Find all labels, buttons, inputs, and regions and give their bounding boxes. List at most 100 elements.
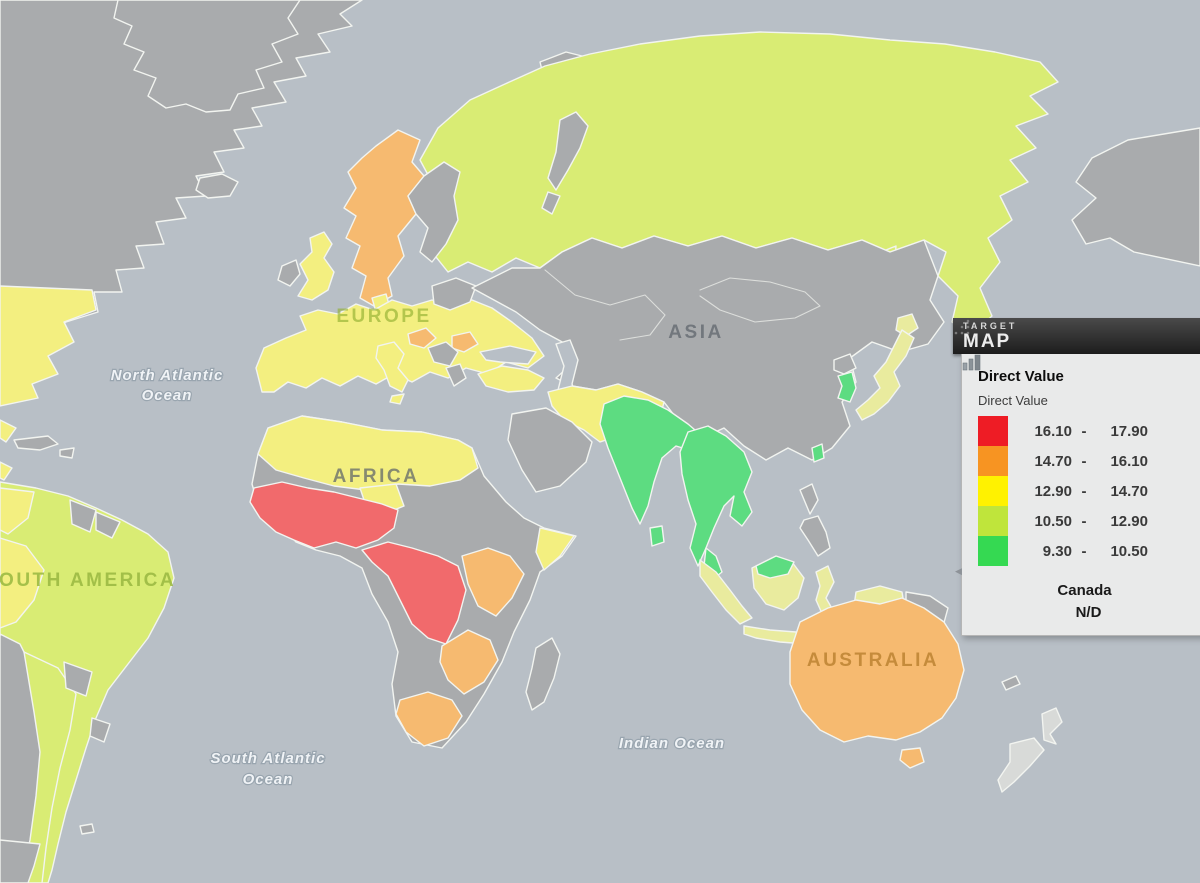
region-central-europe[interactable] [407, 327, 437, 349]
region-uk[interactable] [297, 231, 335, 301]
region-west-africa[interactable] [249, 481, 399, 549]
legend-range-dash: - [1081, 452, 1087, 470]
border-kazakhstan [544, 269, 666, 341]
region-sicily[interactable] [389, 393, 405, 405]
collapse-arrow-icon[interactable]: ◀ [955, 566, 962, 576]
region-sri-lanka[interactable] [649, 525, 665, 547]
legend-row: 16.10- 17.90 [978, 416, 1199, 446]
hover-country-value: N/D [1075, 604, 1102, 621]
region-southeast-africa[interactable] [439, 629, 499, 695]
border-mongolia [699, 277, 821, 323]
label-south-atlantic: South Atlantic [210, 750, 325, 767]
region-patagonia[interactable] [0, 839, 41, 883]
region-india[interactable] [599, 395, 703, 525]
region-argentina[interactable] [19, 651, 77, 883]
label-africa: AFRICA [333, 466, 420, 487]
label-north-atlantic-2: Ocean [142, 387, 193, 404]
region-guyana[interactable] [69, 499, 97, 533]
panel-header[interactable]: TARGET MAP [953, 318, 1200, 354]
region-uruguay[interactable] [89, 717, 111, 743]
region-balkans[interactable] [427, 341, 459, 367]
region-somalia[interactable] [535, 527, 575, 571]
region-taiwan[interactable] [811, 443, 825, 463]
region-central-america[interactable] [0, 419, 17, 443]
region-greece[interactable] [445, 363, 467, 387]
region-north-africa[interactable] [257, 415, 479, 491]
panel-title: Direct Value [978, 368, 1064, 385]
region-central-africa[interactable] [361, 541, 467, 645]
region-east-africa[interactable] [461, 547, 525, 617]
logo-target: TARGET [963, 320, 1018, 331]
legend-range-to: 17.90 [1110, 422, 1148, 440]
region-madagascar[interactable] [525, 637, 561, 711]
label-europe: EUROPE [336, 306, 431, 327]
hover-country-name: Canada [1057, 582, 1112, 599]
region-new-zealand-north[interactable] [1041, 707, 1063, 745]
legend-row: 12.90- 14.70 [978, 476, 1199, 506]
legend-swatch [978, 476, 1008, 506]
region-baltics[interactable] [431, 277, 477, 311]
region-australia[interactable] [789, 597, 965, 743]
legend-swatch [978, 536, 1008, 566]
legend-row: 9.30- 10.50 [978, 536, 1199, 566]
legend-range-to: 16.10 [1110, 452, 1148, 470]
label-south-atlantic-2: Ocean [243, 771, 294, 788]
legend-range-dash: - [1081, 482, 1087, 500]
region-greenland[interactable] [113, 0, 301, 113]
region-falklands[interactable] [79, 823, 95, 835]
black-sea [479, 345, 537, 365]
legend-range-dash: - [1081, 512, 1087, 530]
region-colombia[interactable] [0, 487, 35, 535]
legend-range-from: 9.30 [1042, 542, 1072, 560]
label-north-atlantic: North Atlantic [111, 367, 224, 384]
region-usa[interactable] [0, 285, 97, 407]
legend-range-from: 16.10 [1034, 422, 1072, 440]
region-paraguay[interactable] [63, 661, 93, 697]
label-australia: AUSTRALIA [807, 650, 939, 671]
region-novaya-zemlya-south[interactable] [541, 191, 561, 215]
region-ireland[interactable] [277, 259, 301, 287]
region-europe[interactable] [255, 299, 545, 393]
region-finland[interactable] [407, 161, 461, 263]
region-hispaniola[interactable] [59, 447, 75, 459]
legend-swatch [978, 446, 1008, 476]
region-sumatra[interactable] [699, 559, 753, 625]
region-alaska[interactable] [1071, 127, 1200, 267]
region-caribbean[interactable] [0, 461, 13, 481]
legend-row: 14.70- 16.10 [978, 446, 1199, 476]
region-north-america[interactable] [0, 0, 363, 345]
region-north-brazil[interactable] [95, 511, 121, 539]
label-south-america: SOUTH AMERICA [0, 570, 176, 591]
region-iceland[interactable] [195, 173, 239, 199]
panel-body: Direct Value Direct Value 16.10-17.90 14… [955, 354, 1200, 636]
region-philippines-north[interactable] [799, 483, 819, 515]
targetmap-logo: TARGET MAP [953, 320, 1018, 352]
region-turkey[interactable] [477, 365, 545, 393]
region-saudi-arabia[interactable] [507, 407, 593, 493]
legend-range-dash: - [1081, 542, 1087, 560]
legend-range-from: 12.90 [1034, 482, 1072, 500]
region-se-asia[interactable] [679, 425, 753, 567]
label-asia: ASIA [668, 322, 723, 343]
region-south-africa[interactable] [395, 691, 463, 747]
legend-range-to: 14.70 [1110, 482, 1148, 500]
region-italy[interactable] [375, 341, 409, 393]
region-philippines-south[interactable] [799, 515, 831, 557]
legend-swatch [978, 416, 1008, 446]
region-new-zealand-south[interactable] [997, 737, 1045, 793]
region-south-korea[interactable] [837, 371, 857, 403]
region-japan[interactable] [855, 329, 915, 421]
legend-range-from: 10.50 [1034, 512, 1072, 530]
region-cuba[interactable] [13, 435, 59, 451]
hover-info: Canada N/D [962, 354, 1199, 621]
label-indian-ocean: Indian Ocean [619, 735, 725, 752]
region-peru[interactable] [0, 537, 45, 629]
region-new-caledonia[interactable] [1001, 675, 1021, 691]
region-tasmania[interactable] [899, 747, 925, 769]
logo-map: MAP [963, 330, 1012, 352]
region-novaya-zemlya[interactable] [547, 111, 589, 191]
region-north-korea[interactable] [833, 353, 857, 375]
region-romania[interactable] [451, 331, 479, 353]
region-malaysia-borneo[interactable] [755, 555, 795, 579]
